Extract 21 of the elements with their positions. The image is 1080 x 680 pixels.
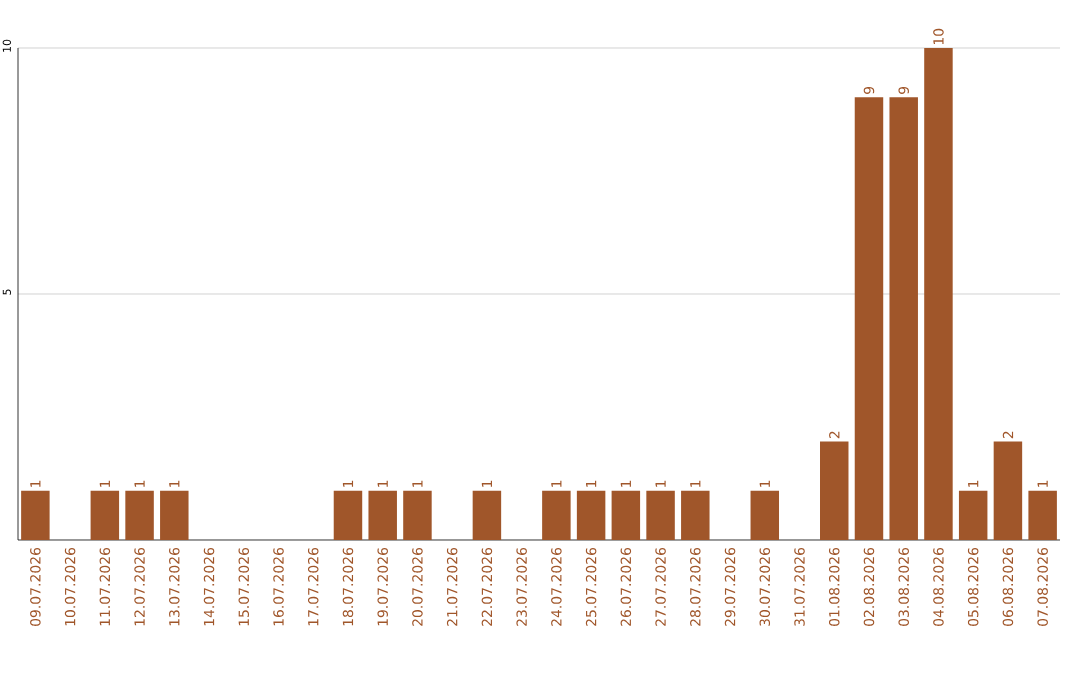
bar [750,490,780,540]
bar [333,490,363,540]
bar [576,490,606,540]
bar [924,47,953,540]
bar [681,490,710,540]
bar [958,490,988,540]
bar [993,441,1023,540]
bar [21,490,50,540]
bar [160,490,189,540]
bar [889,97,918,540]
bar [611,490,641,540]
bar [1028,490,1057,540]
bar [646,490,675,540]
bar [820,441,849,540]
bar [125,490,154,540]
bar [542,490,571,540]
bar [368,490,397,540]
bar [90,490,120,540]
bar [854,97,884,540]
bar [403,490,432,540]
bar [472,490,502,540]
